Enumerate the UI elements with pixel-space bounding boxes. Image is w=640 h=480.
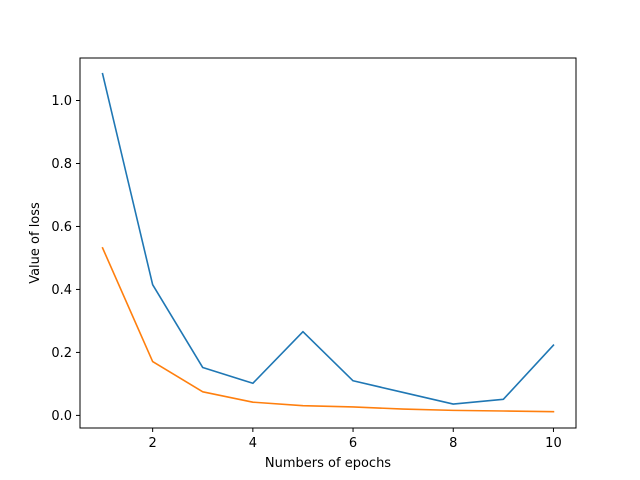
plot-background: [80, 58, 576, 428]
x-tick-label: 4: [249, 436, 257, 451]
x-tick-label: 8: [449, 436, 457, 451]
plot-frame: [79, 57, 577, 429]
y-tick-label: 0.6: [51, 220, 72, 235]
series-layer: [101, 72, 555, 413]
series-line-1: [101, 72, 555, 405]
y-tick-label: 1.0: [51, 94, 72, 109]
y-tick-label: 0.2: [51, 346, 72, 361]
x-tick-label: 2: [149, 436, 157, 451]
y-axis-label: Value of loss: [28, 202, 43, 284]
y-ticks: 0.0 0.2 0.4 0.6 0.8 1.0: [51, 94, 80, 424]
series-line-2: [101, 246, 555, 413]
x-tick-label: 6: [349, 436, 357, 451]
x-axis-label: Numbers of epochs: [265, 456, 391, 471]
x-tick-label: 10: [545, 436, 562, 451]
y-tick-label: 0.4: [51, 283, 72, 298]
x-ticks: 2 4 6 8 10: [149, 428, 562, 451]
y-tick-label: 0.0: [51, 409, 72, 424]
y-tick-label: 0.8: [51, 157, 72, 172]
